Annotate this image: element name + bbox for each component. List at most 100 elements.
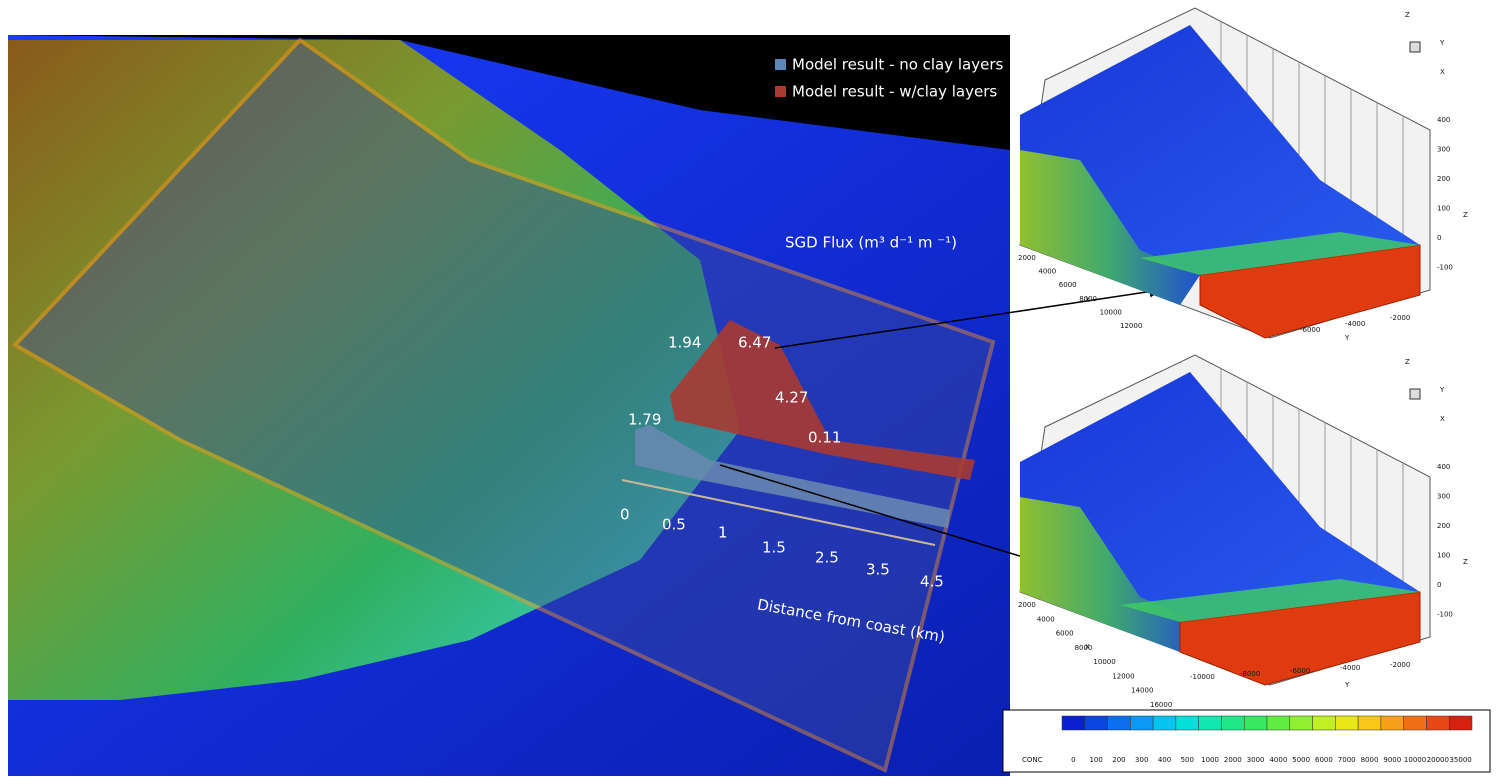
colorbar-label: 20000	[1427, 756, 1449, 764]
x-tick-label: 6000	[1059, 281, 1077, 289]
distance-tick-label: 2.5	[815, 549, 839, 567]
x-tick-label: 4000	[1037, 615, 1055, 623]
colorbar-cell	[1084, 715, 1108, 731]
y-tick-label: -2000	[1390, 314, 1410, 322]
no-clay-band	[635, 425, 950, 528]
distance-axis	[621, 479, 936, 546]
orientation-cube	[1409, 41, 1421, 53]
colorbar-label: 6000	[1315, 756, 1333, 764]
x-tick-label: 12000	[1120, 322, 1142, 330]
distance-tick-label: 3.5	[866, 561, 890, 579]
colorbar-label: 9000	[1383, 756, 1401, 764]
z-tick-label: 400	[1437, 463, 1450, 471]
colorbar-label: 10000	[1404, 756, 1426, 764]
colorbar-cell	[1221, 715, 1245, 731]
z-tick-label: 300	[1437, 493, 1450, 501]
colorbar-cell	[1152, 715, 1177, 731]
colorbar-cell	[1243, 715, 1268, 731]
saline-block	[1199, 244, 1421, 339]
x-tick-label: 16000	[1150, 701, 1172, 709]
x-tick-label: 12000	[1112, 672, 1134, 680]
colorbar-cell	[1289, 715, 1313, 731]
x-tick-label: 10000	[1100, 308, 1122, 316]
y-tick-label: -4000	[1340, 664, 1360, 672]
z-tick-label: 300	[1437, 146, 1450, 154]
z-tick-label: 200	[1437, 175, 1450, 183]
y-axis-label: Y	[1344, 334, 1350, 342]
colorbar-label: 500	[1181, 756, 1194, 764]
colorbar-label: 7000	[1338, 756, 1356, 764]
colorbar-cell	[1312, 715, 1336, 731]
distance-tick-label: 0	[620, 506, 630, 524]
legend-swatch	[775, 59, 786, 70]
colorbar-cell	[1448, 715, 1473, 731]
colorbar-cell	[1175, 715, 1199, 731]
flux-label: 0.11	[808, 429, 841, 447]
legend-swatch	[775, 86, 786, 97]
colorbar-cell	[1130, 715, 1154, 731]
z-tick-label: 0	[1437, 581, 1441, 589]
legend-label: Model result - w/clay layers	[792, 83, 997, 101]
z-tick-label: 0	[1437, 234, 1441, 242]
y-tick-label: -6000	[1290, 667, 1310, 675]
z-tick-label: 200	[1437, 522, 1450, 530]
z-axis-label: Z	[1463, 211, 1468, 219]
z-axis-label: Z	[1463, 558, 1468, 566]
clay-band	[670, 320, 975, 480]
x-tick-label: 8000	[1075, 644, 1093, 652]
sky	[8, 35, 1010, 150]
colorbar-label: 0	[1071, 756, 1075, 764]
x-tick-label: 4000	[1038, 268, 1056, 276]
z-tick-label: -100	[1437, 264, 1453, 272]
colorbar-label: 8000	[1361, 756, 1379, 764]
arrow	[774, 285, 1162, 349]
colorbar-label: 300	[1135, 756, 1148, 764]
distance-tick-label: 0.5	[662, 516, 686, 534]
y-tick-label: -8000	[1240, 670, 1260, 678]
aquifer-slab	[1020, 150, 1200, 305]
triad-label: Z	[1405, 11, 1410, 19]
colorbar-label: 35000	[1449, 756, 1471, 764]
flux-label: 4.27	[775, 389, 808, 407]
distance-tick-label: 1	[718, 524, 728, 542]
x-tick-label: 8000	[1079, 295, 1097, 303]
colorbar-label: 1000	[1201, 756, 1219, 764]
z-tick-label: -100	[1437, 611, 1453, 619]
colorbar-label: 5000	[1292, 756, 1310, 764]
x-tick-label: 2000	[1018, 254, 1036, 262]
triad-label: Y	[1439, 386, 1445, 394]
colorbar-cell	[1107, 715, 1131, 731]
green-band	[1140, 232, 1420, 275]
y-tick-label: -10000	[1190, 673, 1215, 681]
terrain	[8, 40, 740, 700]
colorbar-label: 100	[1089, 756, 1102, 764]
x-axis-label: X	[1085, 296, 1090, 304]
z-tick-label: 100	[1437, 205, 1450, 213]
triad-label: Y	[1439, 39, 1445, 47]
y-tick-label: -4000	[1345, 320, 1365, 328]
colorbar-cell	[1380, 715, 1404, 731]
flux-label: 6.47	[738, 334, 771, 352]
colorbar-cell	[1198, 715, 1222, 731]
z-tick-label: 100	[1437, 552, 1450, 560]
x-tick-label: 10000	[1093, 658, 1115, 666]
distance-tick-label: 1.5	[762, 539, 786, 557]
colorbar-cell	[1357, 715, 1382, 731]
colorbar-cell	[1266, 715, 1291, 731]
flux-label: 1.79	[628, 411, 661, 429]
triad-label: X	[1440, 415, 1445, 423]
colorbar-cell	[1061, 715, 1086, 731]
green-band	[1120, 579, 1420, 622]
colorbar-label: 4000	[1269, 756, 1287, 764]
colorbar-label: 2000	[1224, 756, 1242, 764]
flux-title: SGD Flux (m³ d⁻¹ m ⁻¹)	[785, 234, 957, 252]
orientation-cube	[1409, 388, 1421, 400]
colorbar-label: 3000	[1247, 756, 1265, 764]
flux-label: 1.94	[668, 334, 701, 352]
colorbar-label: 400	[1158, 756, 1171, 764]
main-scene: SGD Flux (m³ d⁻¹ m ⁻¹) Distance from coa…	[8, 35, 1162, 776]
colorbar-label: 200	[1112, 756, 1125, 764]
